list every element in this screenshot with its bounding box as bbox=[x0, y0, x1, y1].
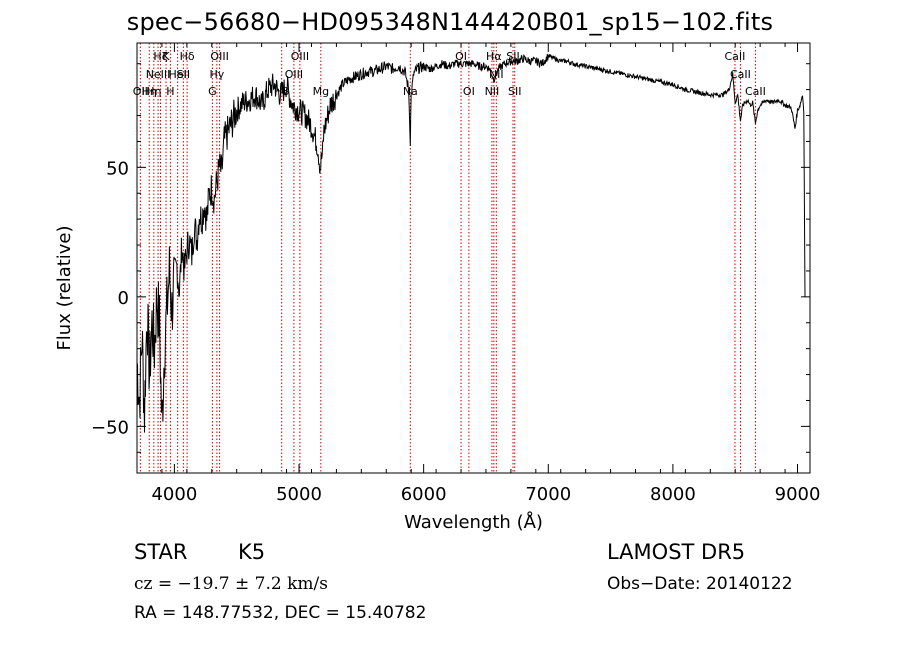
y-tick-label: −50 bbox=[91, 417, 129, 438]
spectral-line-label: G bbox=[208, 85, 217, 98]
spectral-line-label: CaII bbox=[745, 85, 766, 98]
spectral-line-label: Hη bbox=[146, 85, 161, 98]
spectral-line-label: OI bbox=[463, 85, 475, 98]
spectral-line-label: Na bbox=[403, 85, 418, 98]
x-tick-label: 4000 bbox=[151, 484, 197, 505]
spectral-line-label: CaII bbox=[725, 50, 746, 63]
x-tick-label: 9000 bbox=[775, 484, 821, 505]
spectral-line-label: OI bbox=[455, 50, 467, 63]
spectral-line-label: OIII bbox=[285, 68, 303, 81]
spectral-line-label: Hγ bbox=[209, 68, 224, 81]
object-type: STAR bbox=[134, 540, 188, 564]
spectral-line-label: H bbox=[166, 85, 174, 98]
spectral-line-label: NII bbox=[485, 85, 500, 98]
spectrum-series-line bbox=[136, 53, 806, 433]
y-tick-label: 0 bbox=[118, 288, 129, 309]
redshift-velocity: cz = −19.7 ± 7.2 km/s bbox=[134, 574, 328, 594]
spectral-line-label: K bbox=[162, 50, 170, 63]
spectral-line-label: Hζ bbox=[153, 50, 167, 63]
plot-frame bbox=[136, 42, 811, 474]
chart-title: spec−56680−HD095348N144420B01_sp15−102.f… bbox=[126, 8, 774, 36]
spectral-line-label: Hα bbox=[486, 50, 502, 63]
x-tick-label: 6000 bbox=[401, 484, 447, 505]
spectral-line-label: Mg bbox=[313, 85, 329, 98]
survey-name: LAMOST DR5 bbox=[607, 540, 746, 564]
spectral-line-label: SII bbox=[508, 85, 521, 98]
spectral-line-label: SII bbox=[177, 68, 190, 81]
spectral-line-label: Hδ bbox=[180, 50, 195, 63]
x-tick-label: 5000 bbox=[276, 484, 322, 505]
spectral-line-label: HeI bbox=[168, 68, 186, 81]
sky-coordinates: RA = 148.77532, DEC = 15.40782 bbox=[134, 603, 427, 623]
axis-ticks: 4000 5000 6000 7000 8000 9000 −50 0 50 bbox=[91, 43, 820, 505]
observation-date: Obs−Date: 20140122 bbox=[607, 574, 793, 594]
x-tick-label: 7000 bbox=[525, 484, 571, 505]
spectral-line-label: NeIII bbox=[146, 68, 171, 81]
spectral-line-markers bbox=[139, 43, 756, 473]
y-axis-label: Flux (relative) bbox=[54, 225, 75, 350]
spectral-line-label: OIII bbox=[291, 50, 309, 63]
object-subclass: K5 bbox=[238, 540, 266, 564]
spectral-line-label: OIII bbox=[210, 50, 228, 63]
spectral-line-labels: OIIHηHηNeIIIHζKHHeISIIHδGHγOIIIHβOIIIOII… bbox=[133, 50, 766, 98]
spectral-line-label: CaII bbox=[730, 68, 751, 81]
x-tick-label: 8000 bbox=[650, 484, 696, 505]
spectral-line-label: Hη bbox=[142, 85, 157, 98]
y-tick-label: 50 bbox=[106, 158, 129, 179]
x-axis-label: Wavelength (Å) bbox=[404, 511, 543, 533]
